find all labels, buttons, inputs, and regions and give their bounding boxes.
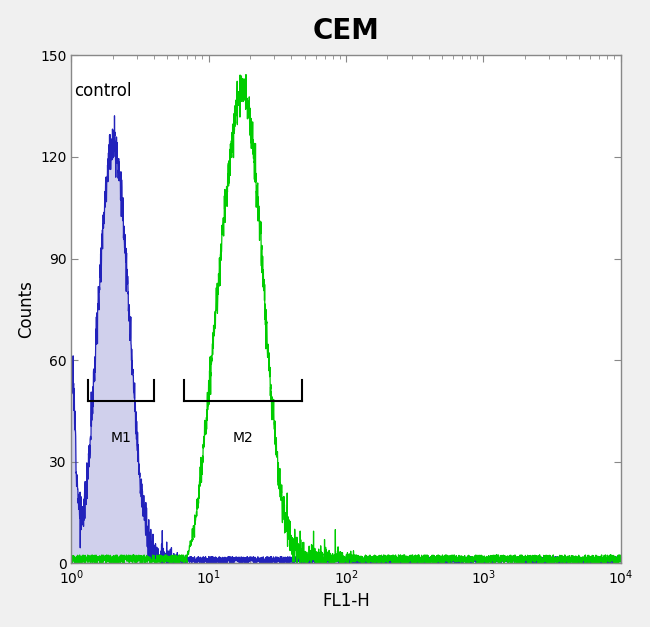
Text: control: control — [74, 82, 132, 100]
Text: M1: M1 — [111, 431, 131, 445]
X-axis label: FL1-H: FL1-H — [322, 593, 370, 610]
Title: CEM: CEM — [313, 17, 380, 45]
Text: M2: M2 — [233, 431, 254, 445]
Y-axis label: Counts: Counts — [17, 280, 34, 338]
